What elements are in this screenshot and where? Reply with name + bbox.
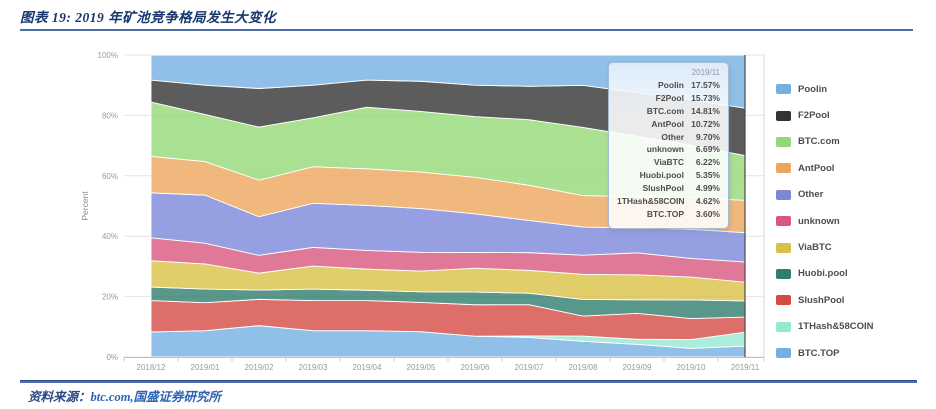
legend-label: AntPool: [798, 162, 835, 174]
legend-swatch-icon: [776, 163, 791, 174]
tooltip-series-name: Poolin: [658, 80, 684, 90]
legend-label: Other: [798, 189, 824, 201]
legend-label: unknown: [798, 215, 840, 227]
tooltip-series-value: 17.57%: [691, 80, 720, 90]
tooltip-series-value: 3.60%: [695, 208, 720, 219]
tooltip-row: unknown 6.69%: [617, 144, 720, 157]
tooltip-row: BTC.com 14.81%: [617, 106, 720, 119]
tooltip-series-value: 6.69%: [695, 144, 720, 155]
legend-swatch-icon: [776, 268, 791, 279]
y-tick-label: 0%: [106, 353, 118, 362]
tooltip-date: 2019/11: [691, 68, 720, 77]
legend-item-huobi-pool[interactable]: Huobi.pool: [776, 261, 874, 287]
legend-item-btc-com[interactable]: BTC.com: [776, 129, 874, 155]
tooltip-series-name: BTC.com: [646, 105, 684, 116]
legend-label: F2Pool: [798, 110, 830, 122]
tooltip-series-name: F2Pool: [655, 92, 684, 103]
y-tick-label: 40%: [102, 232, 118, 241]
tooltip-series-name: unknown: [646, 144, 684, 155]
tooltip-series-value: 5.35%: [695, 170, 720, 181]
legend-item-antpool[interactable]: AntPool: [776, 155, 874, 181]
source-label: 资料来源：: [28, 390, 91, 404]
legend-swatch-icon: [776, 84, 791, 95]
legend-item-poolin[interactable]: Poolin: [776, 76, 874, 102]
x-tick-label: 2019/07: [515, 363, 544, 372]
legend-swatch-icon: [776, 216, 791, 227]
y-axis-title: Percent: [80, 191, 90, 221]
legend-item-f2pool[interactable]: F2Pool: [776, 102, 874, 128]
legend-swatch-icon: [776, 321, 791, 332]
legend: Poolin F2Pool BTC.com AntPool Other unknown Vi…: [776, 76, 874, 366]
x-tick-label: 2019/11: [731, 363, 760, 372]
legend-label: BTC.com: [798, 136, 840, 148]
tooltip-row: SlushPool 4.99%: [617, 183, 720, 196]
legend-label: SlushPool: [798, 294, 845, 306]
x-tick-label: 2019/02: [245, 363, 274, 372]
tooltip-series-value: 14.81%: [691, 105, 720, 116]
tooltip-row: ViaBTC 6.22%: [617, 157, 720, 170]
source-line: 资料来源：btc.com,国盛证券研究所: [28, 386, 221, 405]
tooltip-row: F2Pool 15.73%: [617, 93, 720, 106]
legend-item-btc-top[interactable]: BTC.TOP: [776, 340, 874, 366]
x-tick-label: 2019/05: [407, 363, 436, 372]
y-tick-label: 80%: [102, 111, 118, 120]
y-tick-label: 60%: [102, 172, 118, 181]
legend-item-unknown[interactable]: unknown: [776, 208, 874, 234]
x-tick-label: 2019/10: [677, 363, 706, 372]
legend-swatch-icon: [776, 348, 791, 359]
tooltip-series-name: AntPool: [651, 118, 684, 129]
tooltip-series-name: SlushPool: [642, 183, 684, 194]
tooltip-series-name: 1THash&58COIN: [617, 196, 685, 207]
legend-swatch-icon: [776, 136, 791, 147]
chart: 0% 20% 40% 60% 80% 100% Percent 2018/12 2019/01 2…: [0, 42, 936, 382]
legend-item-slushpool[interactable]: SlushPool: [776, 287, 874, 313]
x-tick-label: 2019/08: [569, 363, 598, 372]
title-divider: [20, 29, 913, 31]
legend-swatch-icon: [776, 110, 791, 121]
footer-divider: [20, 380, 917, 383]
legend-label: Huobi.pool: [798, 268, 848, 280]
source-text: btc.com,国盛证券研究所: [90, 390, 222, 404]
tooltip-series-value: 6.22%: [695, 157, 720, 168]
figure-title: 图表 19: 2019 年矿池竞争格局发生大变化: [20, 10, 277, 25]
legend-label: 1THash&58COIN: [798, 321, 874, 333]
y-tick-label: 20%: [102, 293, 118, 302]
tooltip-row: Other 9.70%: [617, 132, 720, 145]
legend-item-other[interactable]: Other: [776, 182, 874, 208]
legend-item-1thash-58coin[interactable]: 1THash&58COIN: [776, 314, 874, 340]
tooltip-row: BTC.TOP 3.60%: [617, 209, 720, 222]
tooltip-series-value: 4.62%: [695, 196, 720, 207]
tooltip-series-value: 9.70%: [695, 131, 720, 142]
tooltip-series-name: ViaBTC: [653, 157, 684, 168]
x-tick-label: 2018/12: [137, 363, 166, 372]
tooltip-row: 1THash&58COIN 4.62%: [617, 196, 720, 209]
legend-label: ViaBTC: [798, 242, 832, 254]
tooltip-series-name: BTC.TOP: [646, 208, 684, 219]
tooltip-series-name: Huobi.pool: [639, 170, 684, 181]
legend-item-viabtc[interactable]: ViaBTC: [776, 234, 874, 260]
x-tick-label: 2019/09: [623, 363, 652, 372]
x-tick-label: 2019/03: [299, 363, 328, 372]
x-tick-label: 2019/04: [353, 363, 382, 372]
x-tick-label: 2019/06: [461, 363, 490, 372]
legend-swatch-icon: [776, 242, 791, 253]
y-tick-label: 100%: [98, 51, 118, 60]
tooltip-series-name: Other: [661, 131, 684, 142]
legend-swatch-icon: [776, 295, 791, 306]
tooltip: 2019/11 Poolin 17.57% F2Pool 15.73% BTC.com 1…: [608, 62, 729, 229]
tooltip-row: Poolin 17.57%: [617, 80, 720, 93]
tooltip-series-value: 4.99%: [695, 183, 720, 194]
tooltip-row: Huobi.pool 5.35%: [617, 170, 720, 183]
tooltip-series-value: 10.72%: [691, 118, 720, 129]
tooltip-series-value: 15.73%: [691, 92, 720, 103]
legend-label: BTC.TOP: [798, 347, 840, 359]
legend-label: Poolin: [798, 83, 828, 95]
plot-canvas[interactable]: 0% 20% 40% 60% 80% 100% Percent 2018/12 2019/01 2…: [0, 42, 936, 382]
legend-swatch-icon: [776, 189, 791, 200]
x-tick-label: 2019/01: [191, 363, 220, 372]
tooltip-row: AntPool 10.72%: [617, 119, 720, 132]
